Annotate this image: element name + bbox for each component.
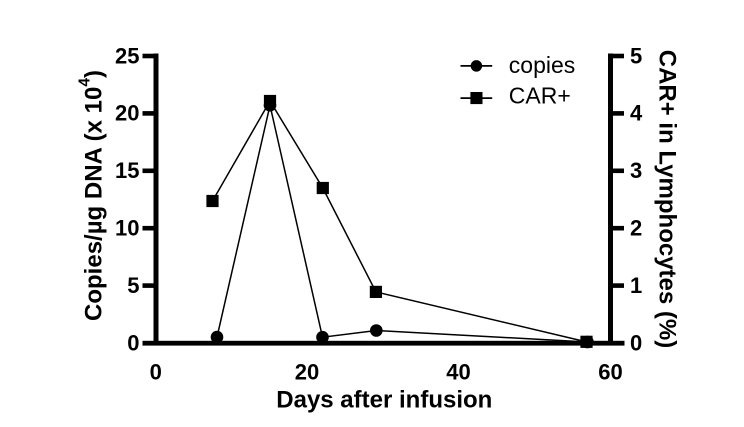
svg-text:0: 0 <box>630 330 642 355</box>
svg-text:3: 3 <box>630 158 642 183</box>
svg-text:CAR+: CAR+ <box>509 82 571 108</box>
svg-text:10: 10 <box>115 216 139 241</box>
svg-text:0: 0 <box>150 360 162 385</box>
svg-text:1: 1 <box>630 273 642 298</box>
svg-text:40: 40 <box>446 360 470 385</box>
svg-text:Copies/µg DNA (x 104): Copies/µg DNA (x 104) <box>77 70 108 321</box>
svg-text:CAR+ in Lymphocytes (%): CAR+ in Lymphocytes (%) <box>654 50 681 349</box>
svg-text:copies: copies <box>509 52 575 78</box>
svg-text:20: 20 <box>115 101 139 126</box>
svg-text:5: 5 <box>127 273 139 298</box>
svg-text:5: 5 <box>630 43 642 68</box>
svg-text:15: 15 <box>115 158 139 183</box>
svg-text:0: 0 <box>127 330 139 355</box>
svg-text:4: 4 <box>630 101 643 126</box>
svg-text:20: 20 <box>295 360 319 385</box>
svg-text:60: 60 <box>598 360 622 385</box>
svg-text:Days after infusion: Days after infusion <box>276 387 492 414</box>
svg-text:2: 2 <box>630 216 642 241</box>
svg-text:25: 25 <box>115 43 139 68</box>
